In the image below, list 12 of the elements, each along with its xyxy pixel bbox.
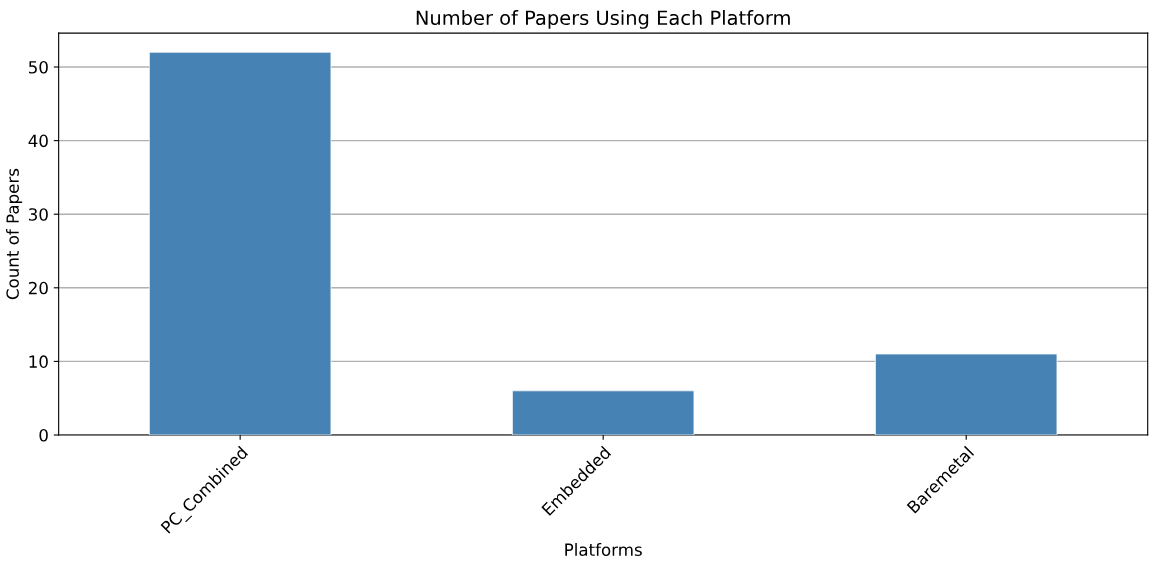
bar bbox=[149, 51, 332, 435]
y-tick-label: 50 bbox=[29, 60, 48, 74]
y-tick-label: 0 bbox=[39, 428, 48, 442]
y-tick-label: 10 bbox=[29, 355, 48, 368]
y-tick-label: 20 bbox=[28, 281, 48, 295]
chart-title: Number of Papers Using Each Platform bbox=[416, 10, 790, 29]
bar bbox=[875, 353, 1058, 435]
y-tick-label: 30 bbox=[28, 208, 48, 221]
y-tick-label: 40 bbox=[28, 134, 48, 148]
bar bbox=[512, 390, 695, 435]
x-axis-title: Platforms bbox=[565, 543, 642, 557]
y-axis-title: Count of Papers bbox=[6, 168, 23, 300]
